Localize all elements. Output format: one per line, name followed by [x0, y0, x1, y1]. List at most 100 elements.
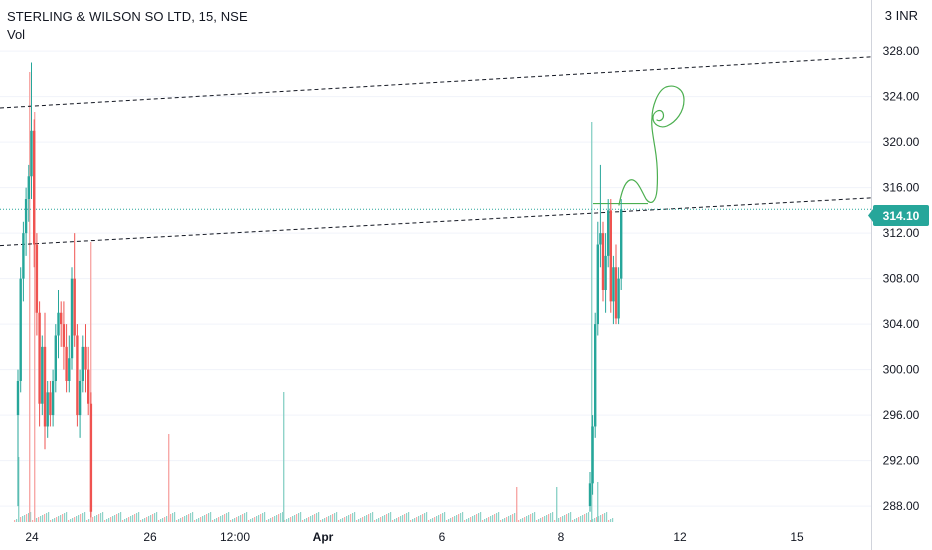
- x-tick-label: Apr: [313, 530, 334, 544]
- volume-bar: [398, 517, 400, 522]
- candle-body: [46, 392, 49, 427]
- y-tick-label: 296.00: [883, 408, 920, 422]
- volume-bar: [458, 514, 460, 522]
- volume-bar: [162, 518, 164, 522]
- volume-bar: [78, 515, 80, 522]
- candle-body: [16, 380, 20, 416]
- volume-bar: [526, 516, 528, 522]
- volume-bar: [20, 517, 22, 522]
- volume-bar: [320, 520, 322, 522]
- volume-bar: [598, 516, 600, 522]
- candle-body: [41, 346, 44, 404]
- volume-bar: [42, 515, 44, 522]
- time-axis[interactable]: 24 26 12:00 Apr 6 8 12 15: [25, 530, 804, 544]
- volume-bar: [108, 518, 110, 522]
- volume-bar: [178, 519, 180, 522]
- volume-bar: [300, 512, 302, 522]
- volume-bar: [534, 512, 536, 522]
- volume-bar: [510, 515, 512, 522]
- volume-bar: [52, 519, 54, 522]
- volume-bar: [292, 516, 294, 522]
- volume-bar: [66, 512, 68, 522]
- volume-bar: [58, 516, 60, 522]
- volume-spike: [29, 72, 31, 522]
- volume-bar: [98, 514, 100, 522]
- candle-body: [76, 335, 79, 416]
- candle-body: [81, 346, 84, 381]
- symbol-title[interactable]: STERLING & WILSON SO LTD, 15, NSE: [7, 9, 248, 24]
- freehand-projection-path[interactable]: [618, 85, 685, 206]
- volume-bar: [338, 520, 340, 522]
- volume-bar: [302, 520, 304, 522]
- volume-bar: [358, 519, 360, 522]
- volume-indicator-label[interactable]: Vol: [7, 27, 26, 42]
- volume-bar: [392, 520, 394, 522]
- candle-body: [87, 369, 90, 404]
- volume-bar: [444, 512, 446, 522]
- currency-label[interactable]: 3 INR: [884, 8, 918, 23]
- volume-bar: [356, 520, 358, 522]
- volume-bar: [350, 514, 352, 522]
- volume-bar: [566, 514, 568, 522]
- volume-spike: [591, 122, 593, 522]
- volume-bar: [246, 512, 248, 522]
- volume-bar: [372, 512, 374, 522]
- freehand-drawing[interactable]: [618, 85, 685, 206]
- volume-bar: [314, 514, 316, 522]
- volume-bar: [40, 516, 42, 522]
- volume-bar: [306, 518, 308, 522]
- volume-bar: [324, 518, 326, 522]
- volume-bar: [414, 518, 416, 522]
- volume-bar: [362, 517, 364, 522]
- volume-bar: [390, 512, 392, 522]
- volume-bar: [402, 515, 404, 522]
- volume-bar: [70, 519, 72, 522]
- volume-bar: [376, 519, 378, 522]
- candle-body: [604, 255, 607, 290]
- volume-bar: [374, 520, 376, 522]
- volume-bar: [120, 512, 122, 522]
- candle-body: [588, 483, 592, 507]
- volume-bar: [426, 512, 428, 522]
- volume-bar: [580, 516, 582, 522]
- volume-bar: [256, 516, 258, 522]
- volume-bar: [370, 513, 372, 522]
- volume-bar: [188, 514, 190, 522]
- volume-bar: [576, 518, 578, 522]
- volume-bar: [272, 517, 274, 522]
- price-axis[interactable]: 328.00 324.00 320.00 316.00 312.00 308.00 304.…: [883, 44, 920, 513]
- volume-bar: [200, 517, 202, 522]
- volume-spike: [516, 487, 518, 522]
- volume-bar: [586, 513, 588, 522]
- y-tick-label: 328.00: [883, 44, 920, 58]
- volume-bar: [204, 515, 206, 522]
- volume-bar: [258, 515, 260, 522]
- volume-bar: [490, 516, 492, 522]
- volume-bar: [332, 514, 334, 522]
- volume-bar: [142, 519, 144, 522]
- trendline-drawings[interactable]: [0, 56, 872, 247]
- volume-bar: [74, 517, 76, 522]
- volume-bar: [288, 518, 290, 522]
- volume-bar: [294, 515, 296, 522]
- volume-spike: [168, 434, 170, 522]
- volume-spike: [283, 392, 285, 522]
- y-tick-label: 288.00: [883, 499, 920, 513]
- volume-bar: [508, 516, 510, 522]
- volume-bar: [388, 513, 390, 522]
- volume-bar: [180, 518, 182, 522]
- volume-bar: [296, 514, 298, 522]
- volume-bar: [570, 512, 572, 522]
- volume-bar: [404, 514, 406, 522]
- volume-bar: [270, 518, 272, 522]
- volume-bar: [386, 514, 388, 522]
- volume-bar: [218, 517, 220, 522]
- y-tick-label: 312.00: [883, 226, 920, 240]
- volume-bar: [148, 516, 150, 522]
- candle-body: [78, 380, 82, 416]
- volume-bar: [100, 513, 102, 522]
- volume-bar: [290, 517, 292, 522]
- volume-bar: [558, 518, 560, 522]
- x-tick-label: 26: [143, 530, 157, 544]
